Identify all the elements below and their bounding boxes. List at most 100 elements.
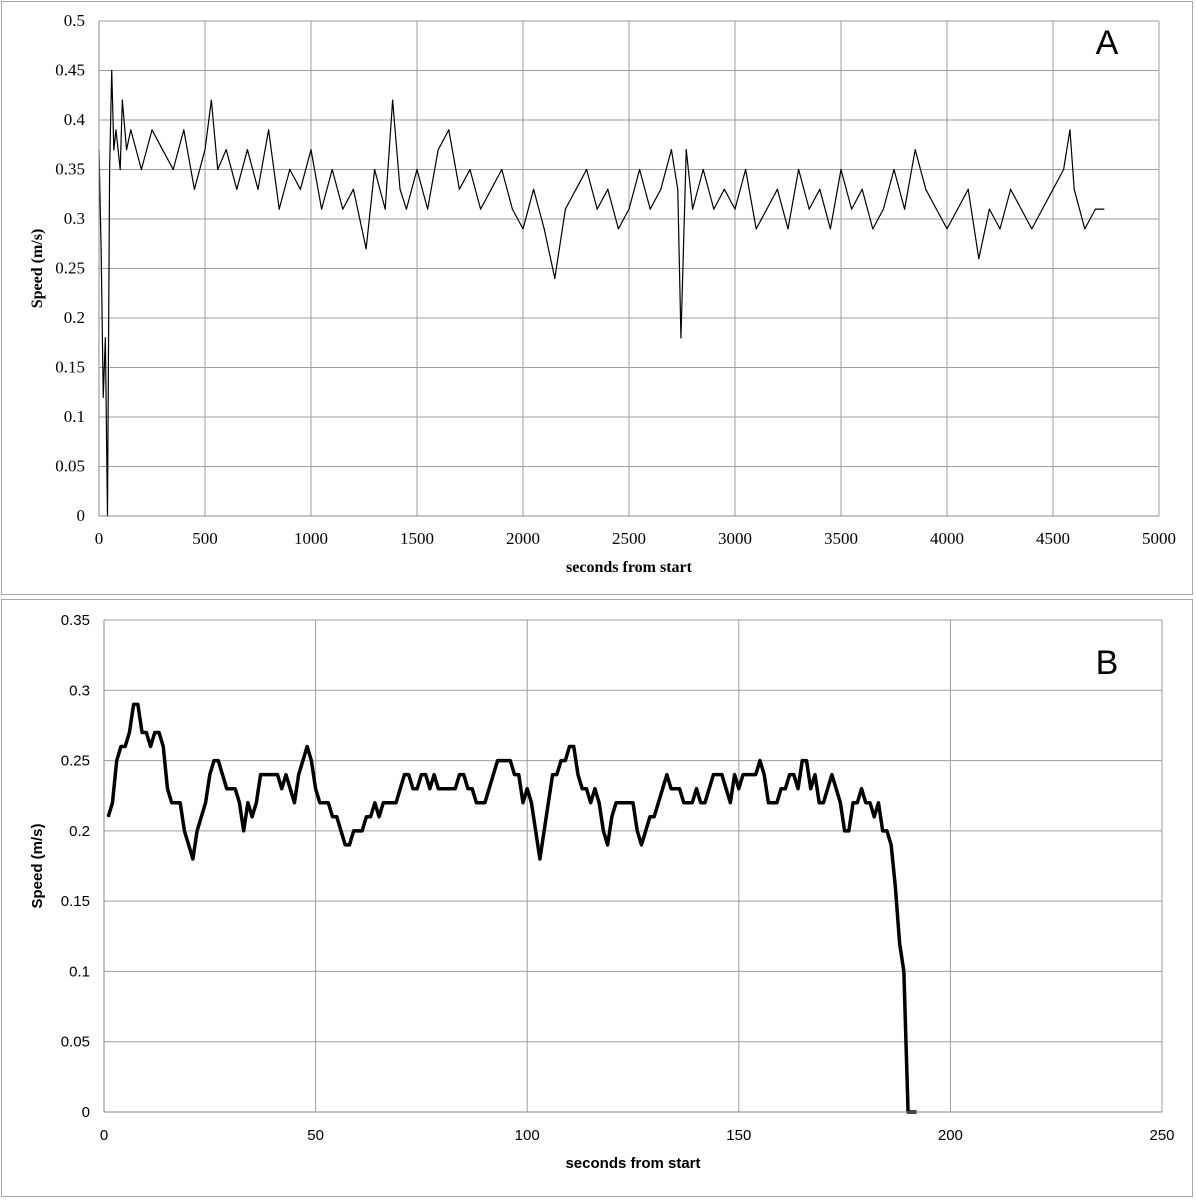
- data-point: [172, 168, 174, 171]
- data-point: [564, 759, 566, 762]
- data-point: [151, 129, 153, 131]
- data-point: [596, 208, 598, 210]
- data-point: [674, 788, 676, 790]
- data-point: [725, 788, 727, 790]
- data-point: [501, 168, 503, 171]
- data-point: [805, 759, 808, 762]
- data-point: [522, 802, 524, 804]
- data-point: [869, 802, 871, 804]
- data-point: [861, 188, 863, 190]
- data-point: [554, 277, 556, 279]
- data-point: [713, 208, 715, 210]
- data-point: [480, 802, 482, 804]
- data-point: [158, 731, 160, 734]
- data-point: [285, 774, 287, 776]
- data-point: [374, 168, 376, 171]
- data-point: [102, 396, 104, 398]
- data-point: [723, 188, 726, 190]
- data-point: [708, 788, 710, 790]
- data-point: [776, 802, 778, 804]
- data-point: [429, 788, 431, 790]
- data-point: [420, 774, 422, 776]
- data-point: [149, 745, 152, 748]
- data-point: [386, 802, 389, 804]
- data-point: [467, 788, 469, 790]
- data-point: [677, 188, 679, 190]
- data-point: [310, 759, 312, 762]
- data-point: [278, 208, 280, 210]
- data-point: [193, 188, 195, 190]
- data-point: [598, 802, 600, 804]
- data-point: [551, 774, 554, 776]
- x-tick-label: 4500: [1036, 529, 1070, 548]
- data-point: [547, 802, 549, 804]
- data-point: [315, 788, 317, 790]
- data-point: [750, 774, 753, 776]
- data-point: [585, 788, 588, 790]
- data-point: [130, 129, 132, 131]
- y-tick-label: 0.1: [64, 407, 85, 426]
- x-tick-label: 250: [1149, 1127, 1174, 1144]
- data-point: [636, 830, 638, 832]
- data-point: [539, 858, 541, 860]
- data-point: [702, 168, 704, 171]
- x-tick-label: 5000: [1142, 529, 1176, 548]
- data-point: [1094, 208, 1096, 210]
- data-point: [484, 802, 486, 804]
- speed-chart-a: 0 0.05 0.1 0.15 0.2 0.25 0.3 0.35 0.4 0.45 0.5 0 500…: [29, 11, 1176, 576]
- data-point: [183, 129, 185, 131]
- data-point: [463, 774, 465, 776]
- data-point: [336, 816, 338, 818]
- data-point: [788, 774, 791, 776]
- x-tick-label: 200: [938, 1127, 963, 1144]
- data-point: [685, 149, 687, 151]
- data-point: [257, 188, 259, 190]
- y-tick-label: 0: [77, 506, 86, 525]
- data-point: [946, 228, 948, 230]
- data-point: [513, 774, 516, 776]
- data-point: [721, 774, 723, 776]
- data-point: [115, 129, 117, 131]
- data-point: [365, 816, 367, 818]
- data-point: [568, 745, 571, 748]
- speed-chart-b: 0 0.05 0.1 0.15 0.2 0.25 0.3 0.35 0 50 100 150 200 25…: [29, 612, 1175, 1172]
- data-point: [738, 788, 740, 790]
- data-point: [384, 208, 386, 210]
- y-tick-label: 0.35: [55, 160, 85, 179]
- data-point: [575, 188, 577, 190]
- data-point: [116, 759, 118, 762]
- data-point: [594, 788, 596, 790]
- y-tick-label: 0.3: [69, 682, 90, 699]
- data-point: [844, 830, 846, 832]
- data-point: [496, 759, 499, 762]
- data-point: [745, 168, 747, 171]
- data-point: [692, 208, 694, 210]
- data-point: [522, 228, 524, 230]
- data-point: [617, 228, 620, 230]
- data-point: [759, 759, 761, 762]
- data-point: [831, 774, 833, 776]
- x-tick-label: 0: [100, 1127, 108, 1144]
- data-point: [556, 774, 558, 776]
- x-axis-title: seconds from start: [565, 1155, 700, 1172]
- data-point: [860, 788, 863, 790]
- data-point: [109, 168, 111, 171]
- data-point: [171, 802, 173, 804]
- data-point: [873, 816, 875, 818]
- data-point: [780, 788, 782, 790]
- y-tick-label: 0.35: [61, 612, 90, 629]
- data-point: [125, 149, 128, 151]
- gridlines: [98, 20, 1160, 517]
- data-point: [204, 802, 207, 804]
- data-point: [154, 731, 156, 734]
- data-point: [700, 802, 702, 804]
- data-point: [492, 774, 494, 776]
- chart-panel-a: 0 0.05 0.1 0.15 0.2 0.25 0.3 0.35 0.4 0.45 0.5 0 500…: [1, 1, 1193, 595]
- data-point: [640, 844, 643, 846]
- x-tick-label: 2000: [506, 529, 540, 548]
- data-point: [904, 208, 906, 210]
- data-point: [835, 788, 837, 790]
- data-point: [590, 802, 592, 804]
- x-tick-label: 500: [192, 529, 218, 548]
- data-point: [247, 802, 249, 804]
